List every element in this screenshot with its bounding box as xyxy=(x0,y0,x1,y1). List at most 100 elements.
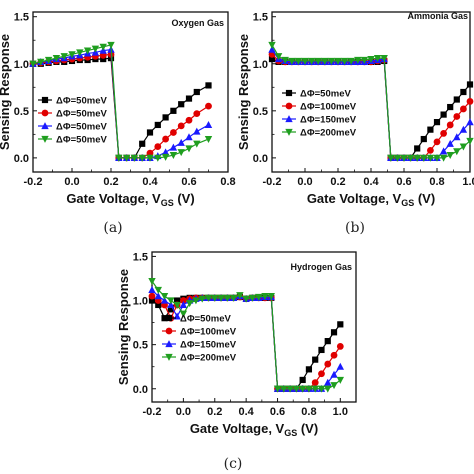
data-point xyxy=(340,57,349,65)
x-tick-label: 0.0 xyxy=(176,406,191,418)
data-point xyxy=(167,297,175,305)
data-point xyxy=(459,143,468,151)
data-point xyxy=(193,110,201,118)
data-point xyxy=(83,47,92,55)
data-point xyxy=(460,105,467,113)
data-point xyxy=(60,53,68,61)
data-point xyxy=(367,55,375,63)
y-tick-label: 1.0 xyxy=(253,59,268,71)
data-point xyxy=(170,129,177,136)
data-point xyxy=(185,133,193,141)
data-point xyxy=(446,151,454,159)
data-point xyxy=(161,153,170,161)
data-point xyxy=(193,127,201,135)
data-point xyxy=(211,294,219,302)
x-tick-label: 0.2 xyxy=(207,406,222,418)
data-point xyxy=(324,385,332,393)
y-tick-label: 1.0 xyxy=(14,59,29,71)
data-point xyxy=(446,121,454,129)
data-point xyxy=(217,294,225,302)
gas-annotation: Ammonia Gas xyxy=(407,11,468,21)
x-tick-label: 0.8 xyxy=(220,176,235,188)
data-point xyxy=(68,51,76,59)
data-point xyxy=(205,82,212,89)
legend-label: ΔΦ=50meV xyxy=(56,109,107,120)
data-point xyxy=(204,294,213,302)
x-tick-label: 0.4 xyxy=(363,176,379,188)
series-4 xyxy=(148,278,345,393)
data-point xyxy=(185,116,193,124)
data-point xyxy=(44,56,53,64)
data-point xyxy=(314,57,322,65)
data-point xyxy=(138,154,146,162)
data-point xyxy=(373,55,382,63)
data-point xyxy=(91,45,100,53)
data-point xyxy=(459,125,468,133)
legend-label: ΔΦ=50meV xyxy=(56,122,107,133)
legend-marker xyxy=(41,135,49,143)
legend-marker xyxy=(285,89,293,97)
data-point xyxy=(453,96,460,103)
legend-marker xyxy=(41,109,49,117)
data-point xyxy=(305,366,313,373)
y-tick-label: 0.0 xyxy=(14,153,29,165)
data-point xyxy=(466,118,474,126)
data-point xyxy=(267,293,275,301)
x-axis-label: Gate Voltage, VGS (V) xyxy=(307,191,435,208)
panel-caption: (a) xyxy=(103,220,122,236)
data-point xyxy=(261,293,269,301)
data-point xyxy=(292,385,301,393)
data-point xyxy=(317,385,326,393)
data-point xyxy=(248,294,257,302)
legend-label: ΔΦ=50meV xyxy=(56,135,107,146)
data-point xyxy=(330,370,338,378)
legend-label: ΔΦ=50meV xyxy=(180,314,231,325)
legend-label: ΔΦ=50meV xyxy=(300,89,351,100)
legend-label: ΔΦ=200meV xyxy=(180,353,237,364)
data-point xyxy=(447,103,454,111)
data-point xyxy=(107,41,115,49)
data-point xyxy=(169,151,178,159)
data-point xyxy=(318,370,325,378)
data-point xyxy=(76,49,84,57)
data-point xyxy=(433,154,441,162)
data-point xyxy=(162,114,169,121)
data-point xyxy=(330,382,338,390)
y-tick-label: 1.5 xyxy=(14,12,29,24)
data-point xyxy=(122,154,131,162)
data-point xyxy=(387,154,395,162)
chart-panel-2: -0.2 0.0 0.2 0.4 0.6 0.8 1.0 0.0 0.5 1.0 1.5 Gate V… xyxy=(236,11,474,236)
data-point xyxy=(440,111,447,118)
data-point xyxy=(393,154,402,162)
data-point xyxy=(294,57,303,65)
series-4 xyxy=(29,41,213,162)
data-point xyxy=(453,113,461,120)
data-point xyxy=(466,98,474,105)
data-point xyxy=(307,57,316,65)
data-point xyxy=(198,295,206,303)
data-point xyxy=(301,57,309,65)
data-point xyxy=(173,301,181,309)
data-point xyxy=(420,135,427,143)
data-point xyxy=(311,379,319,386)
legend-label: ΔΦ=100meV xyxy=(300,102,357,113)
data-point xyxy=(242,295,250,303)
legend-marker xyxy=(41,122,49,130)
data-point xyxy=(439,154,448,162)
legend-label: ΔΦ=100meV xyxy=(180,327,237,338)
data-point xyxy=(440,130,447,137)
x-axis-label: Gate Voltage, VGS (V) xyxy=(190,421,318,438)
data-point xyxy=(312,356,319,363)
data-point xyxy=(466,137,474,145)
x-tick-label: 0.4 xyxy=(142,176,158,188)
data-point xyxy=(37,58,45,66)
data-point xyxy=(286,385,294,393)
data-point xyxy=(360,56,369,64)
data-point xyxy=(274,53,283,61)
data-point xyxy=(311,385,319,393)
data-point xyxy=(115,154,123,162)
x-tick-label: 0.2 xyxy=(330,176,345,188)
data-point xyxy=(154,286,162,294)
x-tick-label: 0.0 xyxy=(64,176,79,188)
